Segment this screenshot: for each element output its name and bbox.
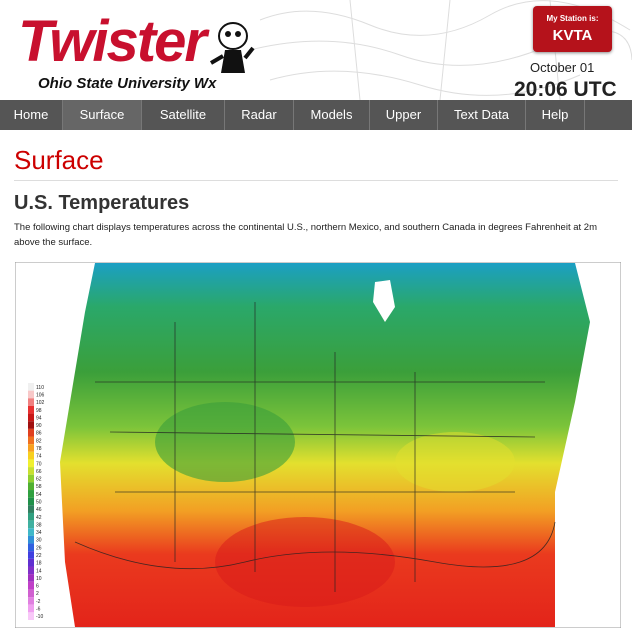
legend-swatch [28, 390, 34, 399]
legend-label: 2 [36, 591, 39, 597]
legend-swatch [28, 597, 34, 605]
legend-swatch [28, 558, 34, 567]
legend-label: 18 [36, 561, 42, 567]
time: 20:06 UTC [514, 78, 617, 101]
legend-swatch [28, 459, 34, 468]
legend-swatch [28, 574, 34, 582]
legend-label: 58 [36, 484, 42, 490]
legend-swatch [28, 612, 34, 620]
logo-subtitle: Ohio State University Wx [38, 75, 217, 92]
legend-swatch [28, 428, 34, 437]
legend-swatch [28, 589, 34, 598]
legend-label: 62 [36, 477, 42, 483]
legend-label: 46 [36, 507, 42, 513]
temperature-map: 1101061029894908682787470666258545046423… [15, 262, 621, 628]
legend-swatch [28, 581, 34, 590]
legend-label: 14 [36, 568, 42, 574]
legend-label: 106 [36, 392, 45, 398]
legend-swatch [28, 444, 34, 452]
legend-label: 30 [36, 538, 42, 544]
station-label: My Station is: [546, 14, 599, 23]
legend-label: 86 [36, 431, 42, 437]
description: The following chart displays temperature… [14, 222, 597, 248]
legend-label: 78 [36, 446, 42, 452]
legend-label: -6 [36, 607, 41, 613]
legend-label: 102 [36, 400, 45, 406]
legend-label: 26 [36, 545, 42, 551]
legend-swatch [28, 497, 34, 506]
legend-swatch [28, 490, 34, 498]
legend-swatch [28, 528, 34, 536]
legend-label: -10 [36, 614, 43, 620]
legend-swatch [28, 474, 34, 483]
nav-item[interactable]: Surface [63, 100, 142, 130]
mascot [209, 22, 255, 73]
legend-swatch [28, 467, 34, 475]
legend-swatch [28, 505, 34, 513]
legend-label: 74 [36, 454, 42, 460]
legend-label: 54 [36, 492, 42, 498]
station-box[interactable]: My Station is: KVTA [533, 6, 612, 52]
legend-swatch [28, 405, 34, 414]
nav-item[interactable]: Radar [225, 100, 294, 130]
legend-swatch [28, 421, 34, 429]
legend-label: 90 [36, 423, 42, 429]
legend-swatch [28, 604, 34, 613]
logo[interactable]: Twister [18, 9, 207, 74]
legend-label: 110 [36, 385, 44, 391]
nav-item[interactable]: Satellite [142, 100, 225, 130]
legend-swatch [28, 413, 34, 422]
nav-bar: Home Surface Satellite Radar Models Upper Text… [0, 100, 632, 130]
section-heading: U.S. Temperatures [14, 192, 190, 214]
divider [14, 180, 618, 181]
legend-label: 22 [36, 553, 42, 559]
legend-label: 10 [36, 576, 42, 582]
page-title: Surface [14, 145, 104, 175]
legend-swatch [28, 398, 34, 406]
legend-label: 6 [36, 584, 39, 590]
legend-label: 70 [36, 461, 42, 467]
legend-swatch [28, 566, 34, 575]
legend-swatch [28, 551, 34, 559]
legend-label: 98 [36, 408, 42, 414]
nav-item[interactable]: Upper [370, 100, 438, 130]
legend-label: 42 [36, 515, 42, 521]
nav-item[interactable]: Text Data [438, 100, 526, 130]
legend-label: 94 [36, 415, 42, 421]
legend-label: 34 [36, 530, 42, 536]
legend-label: 50 [36, 500, 42, 506]
legend-swatch [28, 543, 34, 552]
legend-label: 82 [36, 438, 42, 444]
nav-item[interactable]: Models [294, 100, 370, 130]
legend-swatch [28, 535, 34, 544]
legend-swatch [28, 451, 34, 460]
date: October 01 [530, 60, 595, 75]
nav-item[interactable]: Home [0, 100, 63, 130]
legend-label: 38 [36, 522, 42, 528]
legend-label: 66 [36, 469, 42, 475]
legend-swatch [28, 482, 34, 491]
legend-swatch [28, 520, 34, 529]
legend-swatch [28, 436, 34, 445]
legend-label: -2 [36, 599, 41, 605]
station-id: KVTA [552, 27, 593, 44]
nav-item[interactable]: Help [526, 100, 585, 130]
legend-swatch [28, 512, 34, 521]
color-legend: 1101061029894908682787470666258545046423… [27, 381, 49, 622]
legend-swatch [28, 383, 34, 391]
